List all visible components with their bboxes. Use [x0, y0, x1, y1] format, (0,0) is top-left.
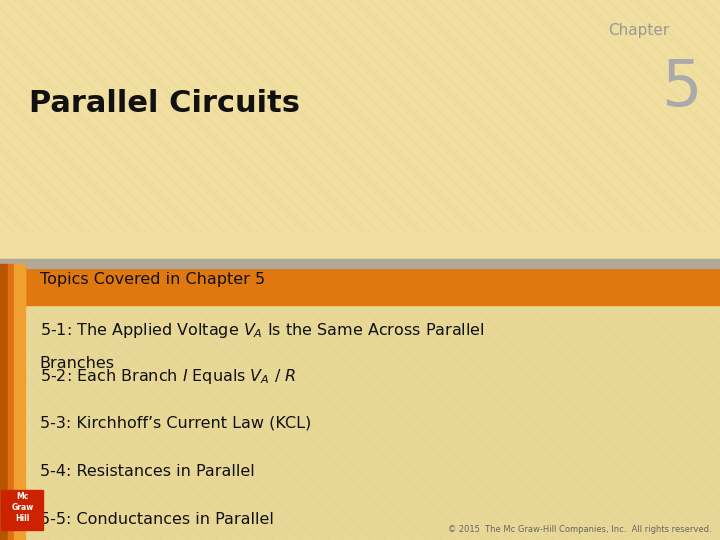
- Text: © 2015  The Mc Graw-Hill Companies, Inc.  All rights reserved.: © 2015 The Mc Graw-Hill Companies, Inc. …: [448, 524, 711, 534]
- Text: 5-5: Conductances in Parallel: 5-5: Conductances in Parallel: [40, 512, 274, 528]
- Bar: [14, 264, 25, 540]
- Bar: [8, 264, 14, 540]
- Text: Parallel Circuits: Parallel Circuits: [29, 89, 300, 118]
- Text: Mc
Graw
Hill: Mc Graw Hill: [12, 492, 33, 523]
- Text: 5-3: Kirchhoff’s Current Law (KCL): 5-3: Kirchhoff’s Current Law (KCL): [40, 415, 311, 430]
- Bar: [8, 268, 14, 305]
- Text: Chapter: Chapter: [608, 23, 670, 38]
- Bar: [0, 268, 8, 305]
- Text: Topics Covered in Chapter 5: Topics Covered in Chapter 5: [40, 272, 265, 287]
- Bar: [0, 0, 720, 305]
- Text: 5-1: The Applied Voltage $V_A$ Is the Same Across Parallel: 5-1: The Applied Voltage $V_A$ Is the Sa…: [40, 321, 484, 340]
- Bar: [0, 268, 720, 305]
- Text: 5-2: Each Branch $I$ Equals $V_A$ / $R$: 5-2: Each Branch $I$ Equals $V_A$ / $R$: [40, 367, 296, 386]
- Text: 5-4: Resistances in Parallel: 5-4: Resistances in Parallel: [40, 464, 254, 479]
- Bar: [0, 264, 8, 540]
- Text: 5: 5: [662, 57, 702, 119]
- Bar: [0, 259, 720, 268]
- Bar: [1, 490, 43, 530]
- Bar: [14, 268, 25, 305]
- Bar: [0, 259, 720, 540]
- Text: Branches: Branches: [40, 356, 114, 371]
